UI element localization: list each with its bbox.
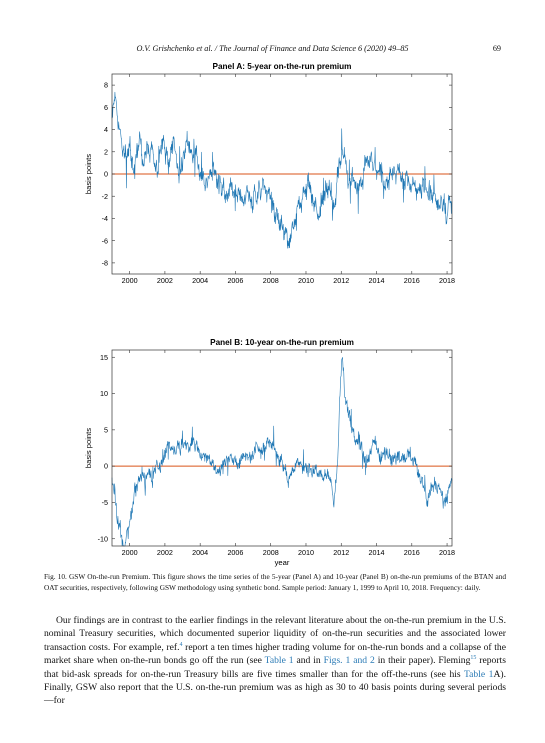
caption-text: GSW On-the-run Premium. This figure show… bbox=[44, 572, 506, 592]
x-tick-label: 2010 bbox=[298, 276, 314, 285]
x-tick-label: 2008 bbox=[263, 276, 279, 285]
x-tick-label: 2002 bbox=[157, 548, 173, 557]
plot-frame bbox=[111, 349, 453, 547]
x-tick-label: 2006 bbox=[227, 276, 243, 285]
x-tick-label: 2012 bbox=[333, 276, 349, 285]
x-tick-label: 2014 bbox=[369, 276, 385, 285]
y-tick-label: -4 bbox=[102, 214, 108, 223]
y-tick-label: -10 bbox=[98, 534, 108, 543]
y-tick-label: 15 bbox=[100, 353, 108, 362]
y-tick-label: 5 bbox=[104, 425, 108, 434]
figs-1-2-link[interactable]: Figs. 1 and 2 bbox=[323, 655, 375, 667]
y-tick-label: -6 bbox=[102, 236, 108, 245]
y-tick-label: -2 bbox=[102, 192, 108, 201]
x-tick-label: 2014 bbox=[369, 548, 385, 557]
x-tick-label: 2004 bbox=[192, 276, 208, 285]
body-text-run: in their paper). Fleming bbox=[374, 655, 471, 667]
y-tick-label: 10 bbox=[100, 389, 108, 398]
caption-label: Fig. 10. bbox=[44, 572, 67, 581]
x-tick-label: 2016 bbox=[404, 276, 420, 285]
body-paragraph: Our findings are in contrast to the earl… bbox=[44, 614, 506, 708]
chart-title: Panel B: 10-year on-the-run premium bbox=[210, 338, 354, 347]
chart-title: Panel A: 5-year on-the-run premium bbox=[213, 62, 352, 71]
x-tick-label: 2008 bbox=[263, 548, 279, 557]
citation-superscript[interactable]: 15 bbox=[470, 655, 477, 662]
x-tick-label: 2000 bbox=[122, 276, 138, 285]
series-line bbox=[111, 357, 453, 547]
y-tick-label: 2 bbox=[104, 147, 108, 156]
body-text-run: Our findings are in contrast to the earl… bbox=[44, 615, 506, 653]
panel-b-chart: Panel B: 10-year on-the-run premium -10 -5… bbox=[84, 338, 455, 567]
x-tick-label: 2010 bbox=[298, 548, 314, 557]
table-1-link[interactable]: Table 1 bbox=[264, 655, 294, 667]
x-tick-label: 2012 bbox=[333, 548, 349, 557]
y-tick-label: 0 bbox=[104, 170, 108, 179]
x-tick-label: 2000 bbox=[122, 548, 138, 557]
x-tick-label: 2018 bbox=[439, 548, 455, 557]
x-tick-label: 2002 bbox=[157, 276, 173, 285]
y-axis-label: basis points bbox=[84, 154, 93, 194]
running-head: O.V. Grishchenko et al. / The Journal of… bbox=[0, 44, 545, 56]
running-head-text: O.V. Grishchenko et al. / The Journal of… bbox=[136, 44, 409, 53]
y-tick-label: 0 bbox=[104, 462, 108, 471]
series-line bbox=[111, 91, 453, 249]
citation-superscript[interactable]: 4 bbox=[179, 641, 183, 648]
body-text-run: report a ten times higher trading volume… bbox=[44, 641, 506, 667]
x-tick-label: 2006 bbox=[227, 548, 243, 557]
body-text-run: and in bbox=[293, 655, 324, 667]
body-text-run: reports that bid-ask spreads for on-the-… bbox=[44, 655, 506, 680]
table-1a-link[interactable]: Table 1 bbox=[463, 668, 494, 680]
y-tick-label: -8 bbox=[102, 258, 108, 267]
y-tick-label: -5 bbox=[102, 498, 108, 507]
panel-a-chart: Panel A: 5-year on-the-run premium -8 -6 -4… bbox=[84, 62, 455, 285]
x-axis-label: year bbox=[275, 558, 290, 567]
page-number: 69 bbox=[492, 44, 501, 53]
figure-caption: Fig. 10. GSW On-the-run Premium. This fi… bbox=[44, 572, 506, 594]
y-axis-label: basis points bbox=[84, 428, 93, 468]
y-tick-label: 6 bbox=[104, 103, 108, 112]
body-text-run: A). Finally, GSW also report that the U.… bbox=[44, 668, 506, 707]
x-tick-label: 2004 bbox=[192, 548, 208, 557]
y-tick-label: 4 bbox=[104, 125, 108, 134]
x-tick-label: 2018 bbox=[439, 276, 455, 285]
body-text: Our findings are in contrast to the earl… bbox=[44, 614, 506, 708]
x-tick-label: 2016 bbox=[404, 548, 420, 557]
y-tick-label: 8 bbox=[104, 81, 108, 90]
